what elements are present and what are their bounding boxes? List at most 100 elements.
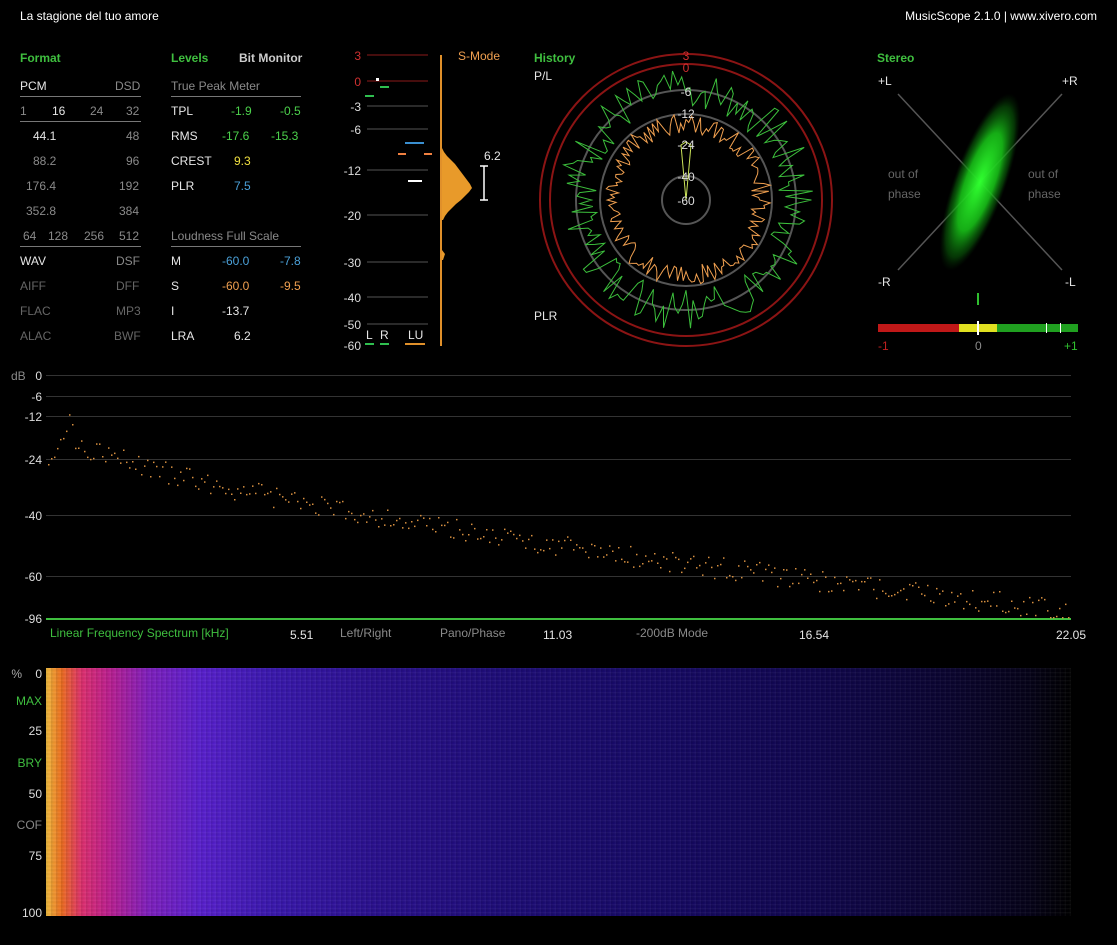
spectrum-point	[564, 539, 566, 542]
spectrum-point	[450, 536, 452, 538]
meter-scale-m3: -3	[350, 100, 361, 114]
format-pcm: PCM	[20, 79, 47, 93]
spectrum-point	[135, 468, 137, 470]
lra-meter-value: 6.2	[484, 149, 501, 163]
spectrum-point	[474, 527, 476, 530]
spectrum-point	[222, 487, 224, 489]
spectrum-point	[336, 500, 338, 503]
spectrum-point	[399, 517, 401, 520]
spectrum-point	[120, 462, 122, 464]
spectrum-point	[549, 547, 551, 550]
spectrum-point	[705, 562, 707, 564]
rate-88-2: 88.2	[33, 154, 57, 168]
grid-line	[46, 396, 1071, 397]
spectrum-point	[63, 437, 65, 440]
spectrum-point	[780, 577, 782, 580]
spectrum-point	[153, 461, 155, 464]
spectrum-point	[459, 529, 461, 531]
spectrum-point	[255, 492, 257, 495]
spectrum-point	[630, 545, 632, 548]
spectrum-point	[348, 510, 350, 513]
spectrum-point	[618, 547, 620, 549]
spectrum-point	[963, 607, 965, 610]
spectrum-point	[1017, 607, 1019, 610]
s-mode-label[interactable]: S-Mode	[458, 49, 501, 63]
spectrum-point	[1038, 599, 1040, 602]
spectrum-point	[525, 547, 527, 549]
spectrum-point	[627, 561, 629, 563]
spectrum-point	[567, 536, 569, 538]
spectrum-point	[645, 555, 647, 557]
spectrum-point	[666, 558, 668, 560]
spectrum-point	[387, 509, 389, 511]
spectrum-point	[708, 556, 710, 559]
spectrum-point	[909, 583, 911, 586]
spectrum-point	[288, 501, 290, 503]
spectrum-point	[366, 521, 368, 523]
history-heading: History	[534, 51, 576, 65]
spectrum-point	[522, 540, 524, 542]
spectrum-point	[576, 544, 578, 546]
spectrum-point	[438, 517, 440, 519]
spectrum-point	[681, 571, 683, 574]
spectrum-point	[402, 527, 404, 529]
history-bottom-label: PLR	[534, 309, 558, 323]
spectrum-point	[219, 485, 221, 488]
spectrum-point	[384, 524, 386, 526]
spectrum-point	[501, 539, 503, 541]
spectrum-point	[195, 485, 197, 488]
spectrum-point	[930, 600, 932, 602]
spectrum-point	[75, 447, 77, 450]
tpl-label: TPL	[171, 104, 194, 118]
stereo-plus-r: +R	[1062, 74, 1078, 88]
rate-96: 96	[126, 154, 140, 168]
spectrum-point	[939, 593, 941, 595]
container-dff: DFF	[116, 279, 140, 293]
spectrum-point	[747, 565, 749, 568]
rate-192: 192	[119, 179, 140, 193]
divider	[20, 246, 141, 247]
meter-scale-m12: -12	[343, 164, 361, 178]
rms-right: -15.3	[271, 129, 299, 143]
meter-scale-0: 0	[354, 75, 361, 89]
spectrum-point	[819, 590, 821, 593]
spectrum-point	[921, 593, 923, 595]
spectrum-point	[600, 547, 602, 549]
spectrum-point	[276, 487, 278, 490]
stereo-minus-l: -L	[1065, 275, 1076, 289]
mode-200db[interactable]: -200dB Mode	[636, 626, 709, 640]
spectrum-point	[882, 590, 884, 592]
spectrum-point	[990, 605, 992, 607]
stereo-goniometer	[878, 93, 1078, 335]
mode-pano-phase[interactable]: Pano/Phase	[440, 626, 506, 640]
spectrum-point	[1014, 607, 1016, 609]
spectrum-point	[900, 589, 902, 592]
spectrum-point	[324, 498, 326, 501]
meter-scale-m30: -30	[343, 256, 361, 270]
spectrum-point	[528, 538, 530, 541]
spectrum-point	[966, 600, 968, 603]
spectrum-point	[123, 449, 125, 451]
i-value: -13.7	[222, 304, 250, 318]
spectrum-point	[858, 589, 860, 591]
bit-monitor-tab[interactable]: Bit Monitor	[239, 51, 303, 65]
x-tick-11-03: 11.03	[543, 628, 573, 642]
stereo-minus-r: -R	[878, 275, 891, 289]
spectrum-point	[555, 554, 557, 556]
spectrum-point	[987, 600, 989, 602]
spectrum-point	[141, 474, 143, 476]
spectrum-point	[225, 492, 227, 495]
spectrum-point	[588, 556, 590, 559]
spectrum-point	[48, 464, 50, 466]
spectrum-point	[798, 582, 800, 585]
tpl-right: -0.5	[280, 104, 301, 118]
spectrum-point	[456, 518, 458, 521]
mode-left-right[interactable]: Left/Right	[340, 626, 392, 640]
spectrum-point	[495, 537, 497, 539]
spectrum-point	[597, 556, 599, 558]
x-tick-16-54: 16.54	[799, 628, 830, 642]
spectrum-point	[849, 579, 851, 581]
plr-value: 7.5	[234, 179, 251, 193]
dsd-128: 128	[48, 229, 69, 243]
spectrum-point	[663, 556, 665, 558]
